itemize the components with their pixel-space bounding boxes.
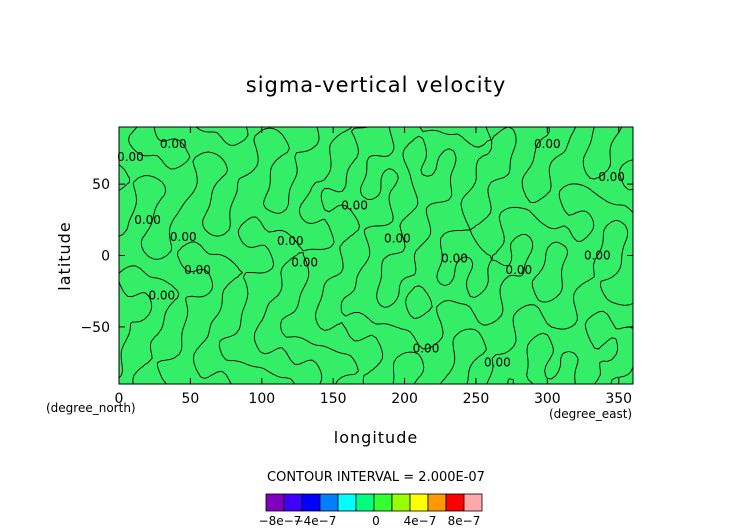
y-axis-unit: (degree_north) — [46, 401, 136, 415]
colorbar-swatch — [283, 493, 303, 512]
y-tick-label: −50 — [80, 320, 110, 336]
contour-label: 0.00 — [134, 213, 161, 227]
x-axis-label: longitude — [334, 428, 418, 447]
x-axis-unit: (degree_east) — [549, 407, 632, 421]
x-tick-label: 200 — [391, 391, 418, 407]
colorbar-labels: −8e−7−4e−7 0 4e−7 8e−7 — [259, 514, 481, 528]
contour-label: 0.00 — [413, 341, 440, 355]
colorbar-tick-label: −8e−7 — [259, 514, 302, 528]
contour-label: 0.00 — [170, 230, 197, 244]
plot-area: 0.00 0.00 0.00 0.00 0.00 0.00 0.00 0.00 0.00 0.00… — [117, 126, 634, 385]
colorbar-tick-label: 0 — [372, 514, 380, 528]
contour-label: 0.00 — [598, 170, 625, 184]
contour-label: 0.00 — [505, 263, 532, 277]
contour-label: 0.00 — [117, 150, 144, 164]
colorbar-swatch — [355, 493, 375, 512]
x-tick-label: 250 — [463, 391, 490, 407]
contour-label: 0.00 — [441, 251, 468, 265]
colorbar-tick-label: −4e−7 — [294, 514, 337, 528]
y-tick-label: 50 — [92, 177, 110, 193]
colorbar-swatch — [265, 493, 285, 512]
x-axis: 0 50 100 150 200 250 300 350 — [115, 127, 632, 407]
x-tick-label: 0 — [115, 391, 124, 407]
zero-contour-line — [118, 126, 634, 385]
contour-label: 0.00 — [534, 137, 561, 151]
y-axis: 50 0 −50 — [80, 177, 633, 336]
contour-interval-text: CONTOUR INTERVAL = 2.000E-07 — [267, 470, 485, 485]
colorbar-swatch — [373, 493, 393, 512]
colorbar-tick-label: 4e−7 — [404, 514, 437, 528]
contour-label: 0.00 — [148, 288, 175, 302]
contour-label: 0.00 — [341, 199, 368, 213]
contour-label: 0.00 — [160, 137, 187, 151]
x-tick-label: 300 — [534, 391, 561, 407]
colorbar-swatch — [445, 493, 465, 512]
colorbar-swatch — [409, 493, 429, 512]
colorbar — [265, 493, 483, 512]
contour-label: 0.00 — [584, 249, 611, 263]
colorbar-swatch — [463, 493, 483, 512]
contour-label: 0.00 — [184, 263, 211, 277]
x-tick-label: 150 — [320, 391, 347, 407]
colorbar-swatch — [427, 493, 447, 512]
contour-label: 0.00 — [277, 234, 304, 248]
contour-labels: 0.00 0.00 0.00 0.00 0.00 0.00 0.00 0.00 0.00 0.00… — [117, 137, 625, 369]
y-axis-label: latitude — [55, 221, 74, 290]
plot-background — [118, 126, 634, 385]
colorbar-swatch — [391, 493, 411, 512]
x-tick-label: 100 — [248, 391, 275, 407]
colorbar-swatch — [337, 493, 357, 512]
chart-title: sigma-vertical velocity — [246, 73, 507, 97]
contour-lines — [118, 126, 634, 385]
colorbar-tick-label: 8e−7 — [448, 514, 481, 528]
contour-label: 0.00 — [484, 356, 511, 370]
contour-label: 0.00 — [384, 231, 411, 245]
colorbar-swatch — [319, 493, 339, 512]
colorbar-swatch — [301, 493, 321, 512]
x-tick-label: 350 — [605, 391, 632, 407]
contour-label: 0.00 — [291, 256, 318, 270]
y-tick-label: 0 — [101, 249, 110, 265]
x-tick-label: 50 — [181, 391, 199, 407]
